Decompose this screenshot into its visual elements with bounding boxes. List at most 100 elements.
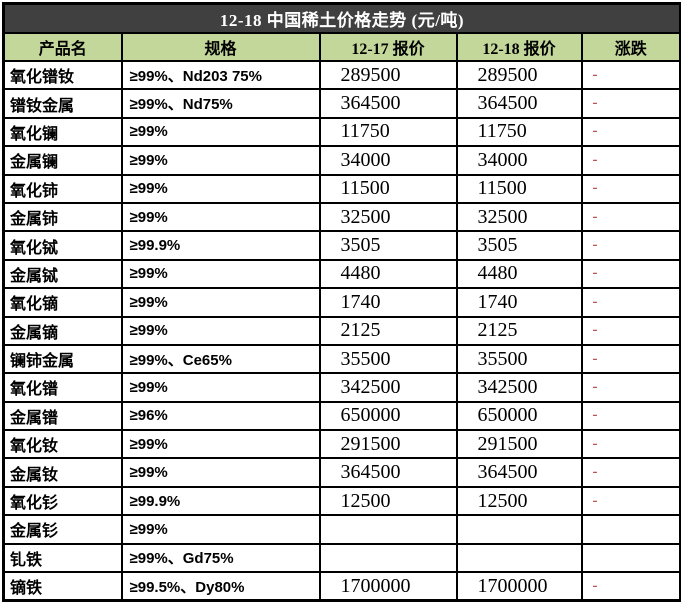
- change-cell: -: [580, 343, 681, 375]
- table-row: 氧化镨 ≥99% 342500 342500-: [2, 372, 681, 403]
- change-cell: -: [580, 88, 681, 119]
- spec-cell: ≥99%: [120, 201, 321, 233]
- spec-cell: ≥96%: [120, 400, 321, 432]
- spec-cell: ≥99%: [120, 173, 321, 204]
- table-row: 镧铈金属 ≥99%、Ce65% 35500 35500-: [2, 343, 681, 375]
- change-cell: -: [580, 287, 681, 318]
- column-header-4: 涨跌: [580, 32, 681, 62]
- price-12-18-cell: 4480: [455, 258, 583, 290]
- price-12-18-cell: 34000: [455, 145, 583, 176]
- price-12-17-cell: 35500: [318, 343, 458, 375]
- price-12-18-cell: 289500: [455, 59, 583, 91]
- change-cell: -: [580, 400, 681, 432]
- table-title: 12-18 中国稀土价格走势 (元/吨): [2, 2, 681, 34]
- table-row: 氧化铽 ≥99.9% 3505 3505-: [2, 230, 681, 261]
- spec-cell: ≥99%: [120, 514, 321, 545]
- product-name-cell: 氧化铈: [2, 173, 123, 204]
- product-name-cell: 氧化镝: [2, 287, 123, 318]
- change-cell: -: [580, 201, 681, 233]
- change-cell: -: [580, 145, 681, 176]
- table-row: 氧化镝 ≥99% 1740 1740-: [2, 287, 681, 318]
- change-cell: -: [580, 230, 681, 261]
- price-12-17-cell: 4480: [318, 258, 458, 290]
- price-12-17-cell: 650000: [318, 400, 458, 432]
- column-header-2: 12-17 报价: [318, 32, 458, 62]
- table-row: 金属铈 ≥99% 32500 32500-: [2, 201, 681, 233]
- product-name-cell: 金属铽: [2, 258, 123, 290]
- change-cell: -: [580, 571, 681, 602]
- table-row: 钆铁 ≥99%、Gd75%: [2, 542, 681, 574]
- table-row: 氧化镨钕 ≥99%、Nd203 75% 289500 289500-: [2, 59, 681, 91]
- price-12-17-cell: 1700000: [318, 571, 458, 602]
- change-cell: -: [580, 429, 681, 460]
- product-name-cell: 镨钕金属: [2, 88, 123, 119]
- change-cell: -: [580, 116, 681, 148]
- change-cell: -: [580, 59, 681, 91]
- title-row: 12-18 中国稀土价格走势 (元/吨): [2, 2, 681, 34]
- price-12-17-cell: 34000: [318, 145, 458, 176]
- product-name-cell: 金属镧: [2, 145, 123, 176]
- column-header-0: 产品名: [2, 32, 123, 62]
- product-name-cell: 金属镨: [2, 400, 123, 432]
- spec-cell: ≥99%、Ce65%: [120, 343, 321, 375]
- price-12-18-cell: 35500: [455, 343, 583, 375]
- price-12-17-cell: 11500: [318, 173, 458, 204]
- price-12-17-cell: [318, 542, 458, 574]
- product-name-cell: 钆铁: [2, 542, 123, 574]
- price-12-18-cell: 650000: [455, 400, 583, 432]
- price-12-18-cell: 11500: [455, 173, 583, 204]
- header-row: 产品名 规格 12-17 报价 12-18 报价 涨跌: [2, 32, 681, 62]
- spec-cell: ≥99%: [120, 372, 321, 403]
- change-cell: -: [580, 372, 681, 403]
- price-12-17-cell: 2125: [318, 315, 458, 346]
- price-12-18-cell: 11750: [455, 116, 583, 148]
- price-12-17-cell: 289500: [318, 59, 458, 91]
- price-12-18-cell: 364500: [455, 457, 583, 488]
- price-12-18-cell: 364500: [455, 88, 583, 119]
- price-12-18-cell: 3505: [455, 230, 583, 261]
- spec-cell: ≥99%: [120, 457, 321, 488]
- spec-cell: ≥99%、Nd75%: [120, 88, 321, 119]
- table-row: 金属镧 ≥99% 34000 34000-: [2, 145, 681, 176]
- spec-cell: ≥99%: [120, 116, 321, 148]
- change-cell: [580, 514, 681, 545]
- price-12-17-cell: 11750: [318, 116, 458, 148]
- spec-cell: ≥99%: [120, 429, 321, 460]
- spec-cell: ≥99%: [120, 287, 321, 318]
- table-row: 氧化铈 ≥99% 11500 11500-: [2, 173, 681, 204]
- product-name-cell: 金属镝: [2, 315, 123, 346]
- spec-cell: ≥99.5%、Dy80%: [120, 571, 321, 602]
- price-12-17-cell: 364500: [318, 88, 458, 119]
- price-12-17-cell: 12500: [318, 485, 458, 517]
- product-name-cell: 金属钕: [2, 457, 123, 488]
- price-12-18-cell: [455, 514, 583, 545]
- price-12-17-cell: [318, 514, 458, 545]
- spec-cell: ≥99%、Gd75%: [120, 542, 321, 574]
- table-row: 氧化镧 ≥99% 11750 11750-: [2, 116, 681, 148]
- change-cell: -: [580, 485, 681, 517]
- price-12-17-cell: 291500: [318, 429, 458, 460]
- table-row: 氧化钕 ≥99% 291500 291500-: [2, 429, 681, 460]
- spec-cell: ≥99%: [120, 315, 321, 346]
- product-name-cell: 镧铈金属: [2, 343, 123, 375]
- product-name-cell: 镝铁: [2, 571, 123, 602]
- column-header-3: 12-18 报价: [455, 32, 583, 62]
- table-row: 金属钕 ≥99% 364500 364500-: [2, 457, 681, 488]
- column-header-1: 规格: [120, 32, 321, 62]
- product-name-cell: 氧化镨: [2, 372, 123, 403]
- change-cell: -: [580, 457, 681, 488]
- product-name-cell: 氧化镨钕: [2, 59, 123, 91]
- table-row: 镨钕金属 ≥99%、Nd75% 364500 364500-: [2, 88, 681, 119]
- price-12-17-cell: 364500: [318, 457, 458, 488]
- price-12-17-cell: 32500: [318, 201, 458, 233]
- price-12-18-cell: 1700000: [455, 571, 583, 602]
- price-12-17-cell: 342500: [318, 372, 458, 403]
- table-row: 金属镨 ≥96% 650000 650000-: [2, 400, 681, 432]
- price-12-17-cell: 3505: [318, 230, 458, 261]
- price-12-18-cell: 291500: [455, 429, 583, 460]
- table-body: 氧化镨钕 ≥99%、Nd203 75% 289500 289500- 镨钕金属 ≥99%、…: [2, 59, 681, 602]
- price-12-17-cell: 1740: [318, 287, 458, 318]
- table-row: 金属钐 ≥99%: [2, 514, 681, 545]
- change-cell: [580, 542, 681, 574]
